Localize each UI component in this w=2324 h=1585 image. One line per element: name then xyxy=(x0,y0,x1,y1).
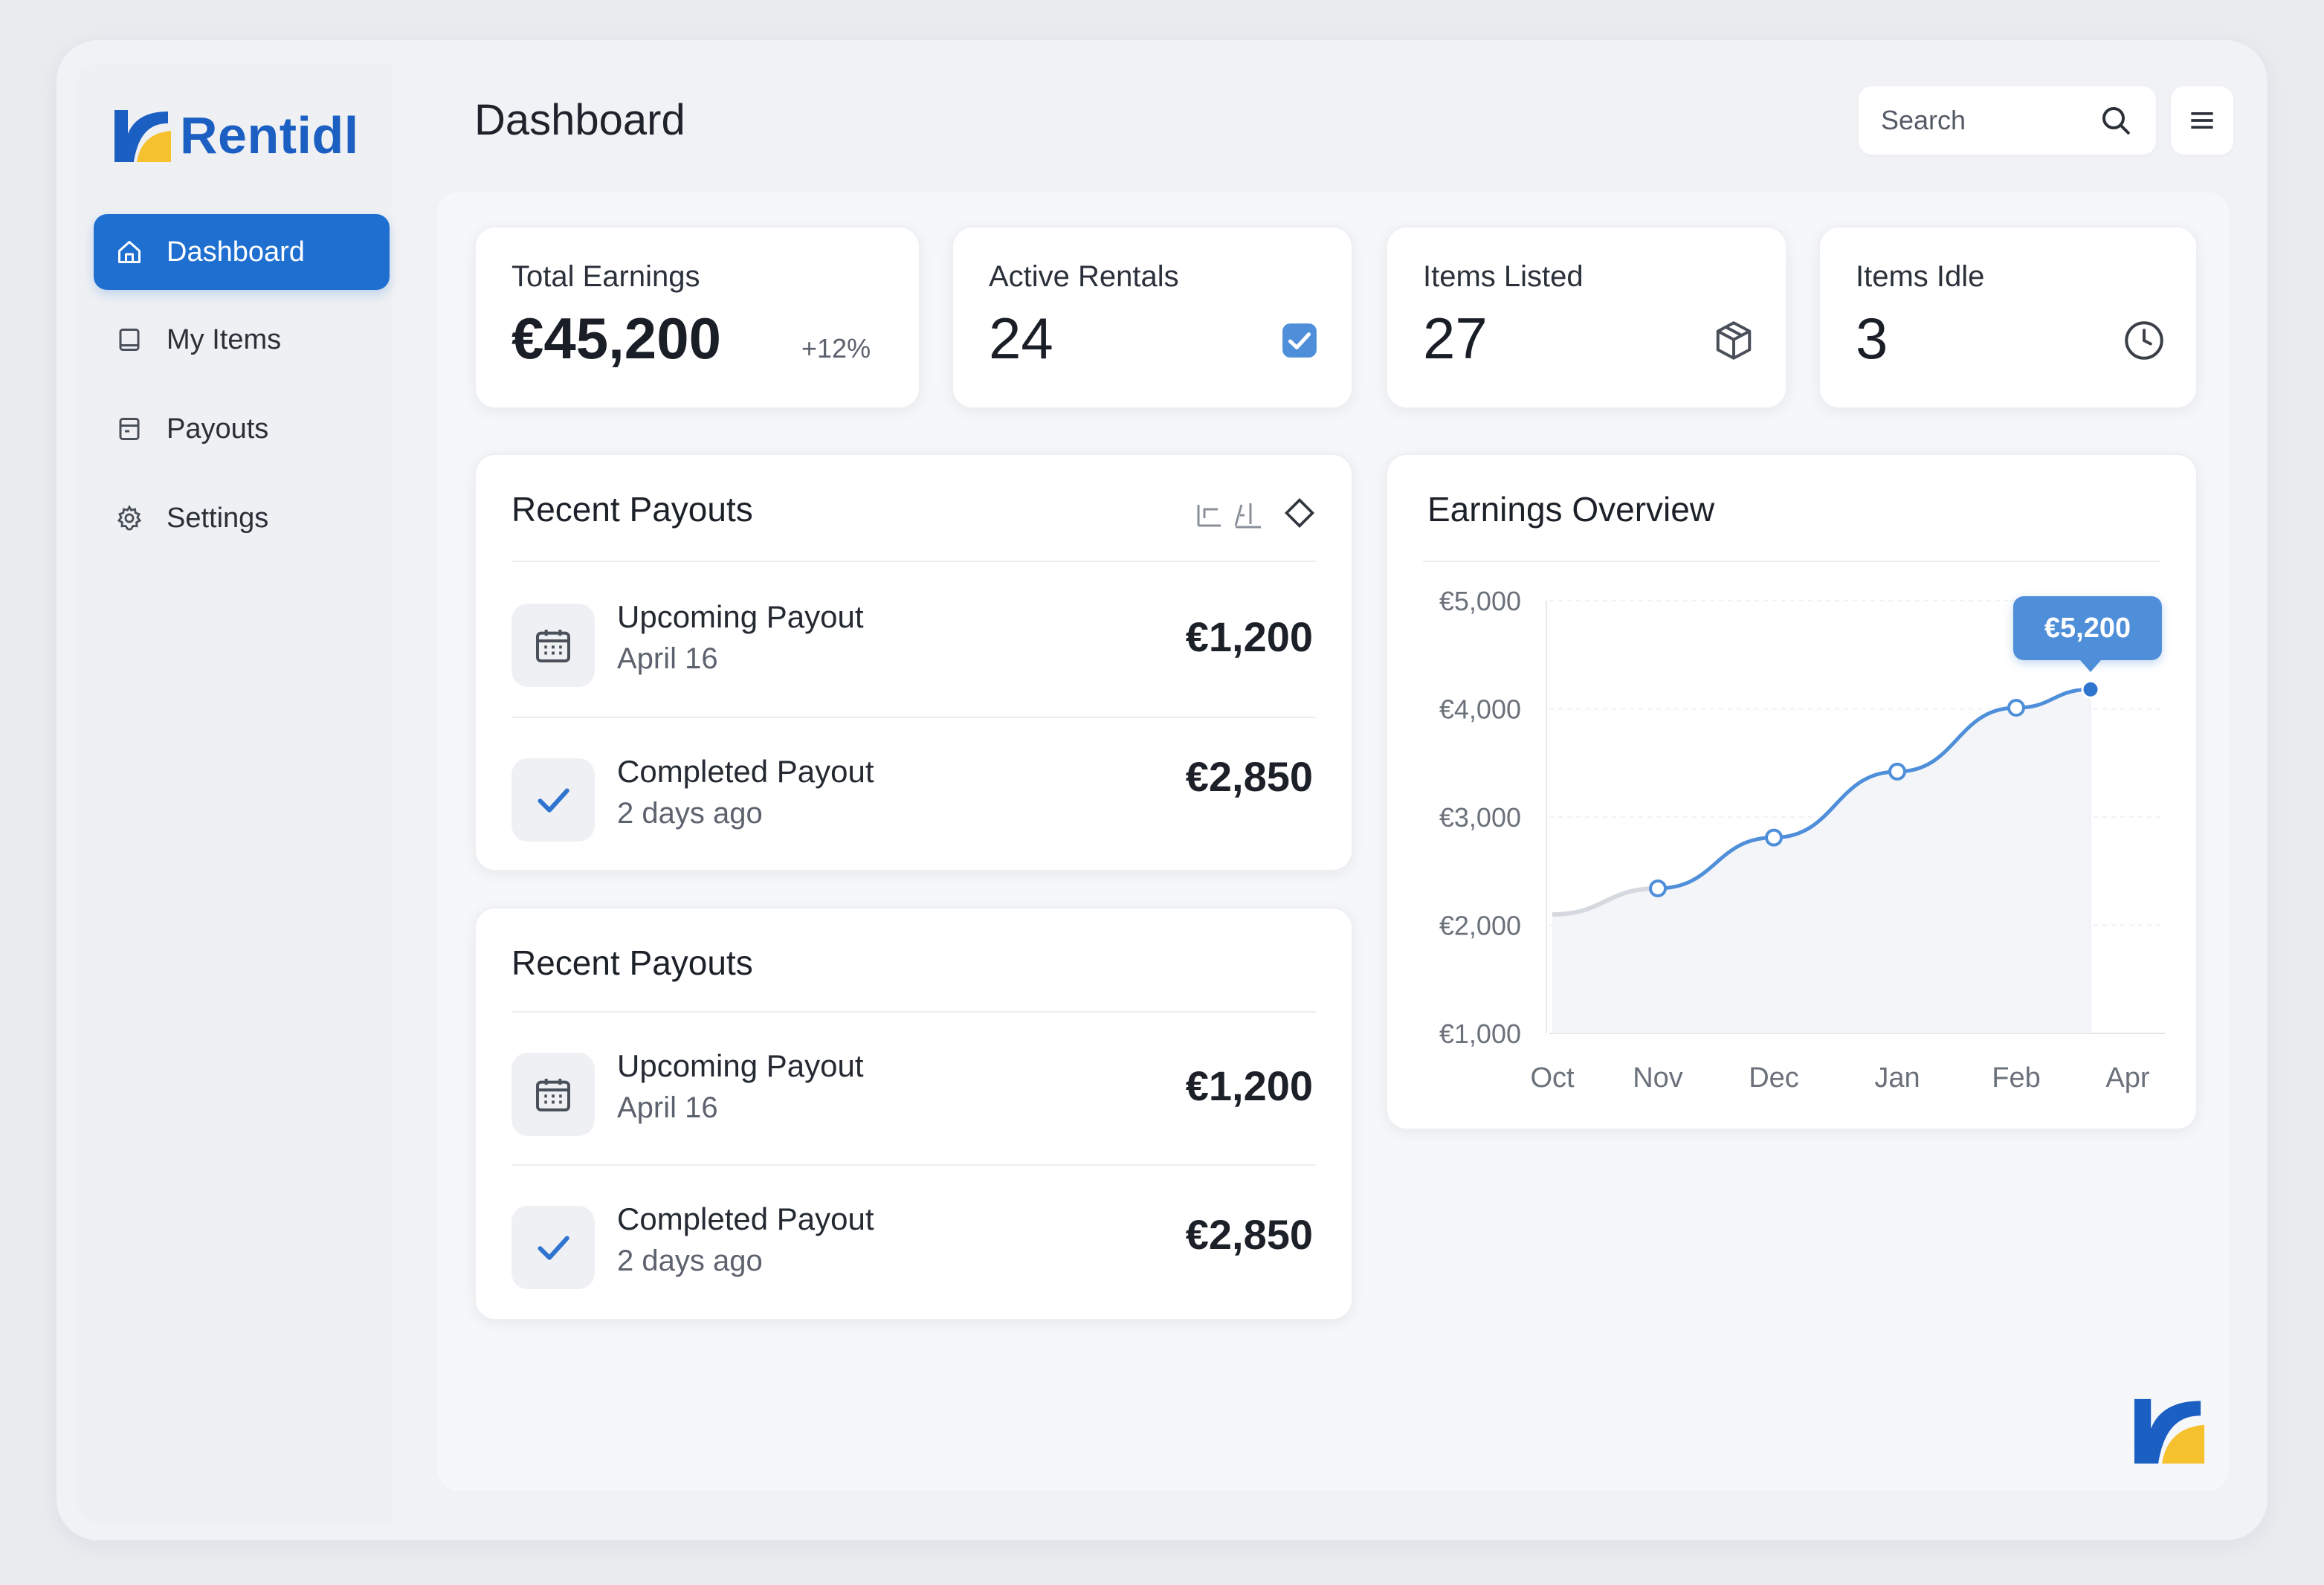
chart-title: Earnings Overview xyxy=(1427,490,1715,529)
data-point xyxy=(1649,879,1667,898)
stat-value: 3 xyxy=(1856,306,1888,371)
y-tick-label: €3,000 xyxy=(1439,802,1521,833)
hamburger-menu-icon xyxy=(2191,112,2213,129)
brand-name: Rentidl xyxy=(180,106,359,164)
divider xyxy=(1423,561,2160,562)
x-tick-label: Apr xyxy=(2105,1062,2149,1094)
search-placeholder: Search xyxy=(1881,105,1966,135)
gear-icon xyxy=(114,503,144,533)
sidebar-item-my-items[interactable]: My Items xyxy=(94,302,390,378)
sidebar-item-label: My Items xyxy=(167,323,282,355)
series-line-faded xyxy=(1552,886,1659,917)
divider xyxy=(511,561,1316,562)
payout-title: Upcoming Payout xyxy=(617,599,864,634)
menu-button[interactable] xyxy=(2171,86,2233,155)
payout-title: Completed Payout xyxy=(617,1201,874,1236)
stat-label: Items Listed xyxy=(1423,260,1584,293)
payout-amount: €1,200 xyxy=(1185,1062,1313,1109)
corner-logo xyxy=(2131,1392,2208,1473)
stat-value: 24 xyxy=(989,306,1053,371)
clock-icon xyxy=(2122,318,2166,363)
payout-row-completed[interactable]: Completed Payout 2 days ago €2,850 xyxy=(511,751,1313,848)
payout-date: April 16 xyxy=(617,642,718,675)
payout-row-upcoming[interactable]: Upcoming Payout April 16 €1,200 xyxy=(511,1045,1313,1142)
calendar-icon xyxy=(511,1053,595,1136)
chart-tooltip: €5,200 xyxy=(2013,596,2162,660)
sidebar-item-settings[interactable]: Settings xyxy=(94,480,390,556)
page-title: Dashboard xyxy=(474,96,685,144)
y-tick-label: €1,000 xyxy=(1439,1019,1521,1049)
stat-label: Items Idle xyxy=(1856,260,1985,293)
sidebar-item-label: Dashboard xyxy=(167,236,305,268)
tooltip-pointer xyxy=(2080,660,2101,672)
book-icon xyxy=(114,325,144,355)
data-point xyxy=(2007,699,2025,717)
divider xyxy=(511,1164,1316,1166)
brand-logo[interactable]: Rentidl xyxy=(112,104,359,167)
data-point xyxy=(1765,828,1783,847)
recent-payouts-panel-2: Recent Payouts Upcoming Payout April 16 … xyxy=(474,907,1353,1320)
checkbox-checked-icon xyxy=(1277,318,1322,363)
sidebar-item-label: Payouts xyxy=(167,413,269,445)
box-icon xyxy=(1711,318,1756,363)
x-tick-label: Jan xyxy=(1874,1062,1920,1094)
section-title: Recent Payouts xyxy=(511,490,753,529)
sidebar-item-dashboard[interactable]: Dashboard xyxy=(94,214,390,290)
stat-label: Active Rentals xyxy=(989,260,1179,293)
home-icon xyxy=(114,237,144,267)
stat-label: Total Earnings xyxy=(511,260,700,293)
area-fill xyxy=(1552,689,2091,1033)
payout-amount: €1,200 xyxy=(1185,613,1313,660)
payout-amount: €2,850 xyxy=(1185,753,1313,800)
payout-title: Upcoming Payout xyxy=(617,1048,864,1083)
stat-card-total-earnings[interactable]: Total Earnings €45,200 +12% xyxy=(474,226,920,409)
sidebar-item-payouts[interactable]: Payouts xyxy=(94,391,390,467)
calendar-icon xyxy=(511,604,595,687)
rentidl-logo-icon xyxy=(2134,1398,2205,1464)
y-tick-label: €2,000 xyxy=(1439,911,1521,941)
diamond-icon[interactable] xyxy=(1283,497,1316,529)
recent-payouts-panel: Recent Payouts Upcoming Payout April 16 … xyxy=(474,453,1353,871)
search-input[interactable]: Search xyxy=(1859,86,2156,155)
payout-date: April 16 xyxy=(617,1091,718,1124)
x-tick-label: Oct xyxy=(1530,1062,1575,1094)
chart-toggle-icon[interactable] xyxy=(1195,497,1262,529)
stat-card-items-idle[interactable]: Items Idle 3 xyxy=(1818,226,2198,409)
y-tick-label: €5,000 xyxy=(1439,586,1521,616)
data-point xyxy=(1888,762,1906,781)
sidebar xyxy=(77,64,393,1523)
check-icon xyxy=(511,1206,595,1289)
rentidl-logo-icon xyxy=(114,110,171,162)
y-tick-label: €4,000 xyxy=(1439,694,1521,725)
payout-date: 2 days ago xyxy=(617,1245,763,1277)
section-title: Recent Payouts xyxy=(511,943,753,982)
payout-amount: €2,850 xyxy=(1185,1211,1313,1258)
payout-date: 2 days ago xyxy=(617,797,763,830)
search-icon[interactable] xyxy=(2098,103,2134,138)
earnings-line-chart[interactable]: €5,000 €4,000 €3,000 €2,000 €1,000 Oct Nov Dec J… xyxy=(1387,455,2199,1132)
stat-card-items-listed[interactable]: Items Listed 27 xyxy=(1386,226,1787,409)
stat-delta: +12% xyxy=(801,333,871,364)
stat-value: 27 xyxy=(1423,306,1488,371)
stat-value: €45,200 xyxy=(511,306,721,371)
data-point-highlight xyxy=(2081,679,2100,699)
earnings-overview-panel: Earnings Overview €5,000 €4,000 €3,000 €2,0… xyxy=(1386,453,2198,1130)
x-tick-label: Nov xyxy=(1633,1062,1683,1094)
payout-row-completed[interactable]: Completed Payout 2 days ago €2,850 xyxy=(511,1198,1313,1295)
check-icon xyxy=(511,758,595,842)
receipt-icon xyxy=(114,414,144,444)
divider xyxy=(511,1011,1316,1013)
sidebar-item-label: Settings xyxy=(167,502,269,534)
payout-title: Completed Payout xyxy=(617,754,874,789)
x-tick-label: Dec xyxy=(1749,1062,1799,1094)
x-tick-label: Feb xyxy=(1992,1062,2040,1094)
payout-row-upcoming[interactable]: Upcoming Payout April 16 €1,200 xyxy=(511,596,1313,693)
stat-card-active-rentals[interactable]: Active Rentals 24 xyxy=(952,226,1353,409)
divider xyxy=(511,717,1316,718)
